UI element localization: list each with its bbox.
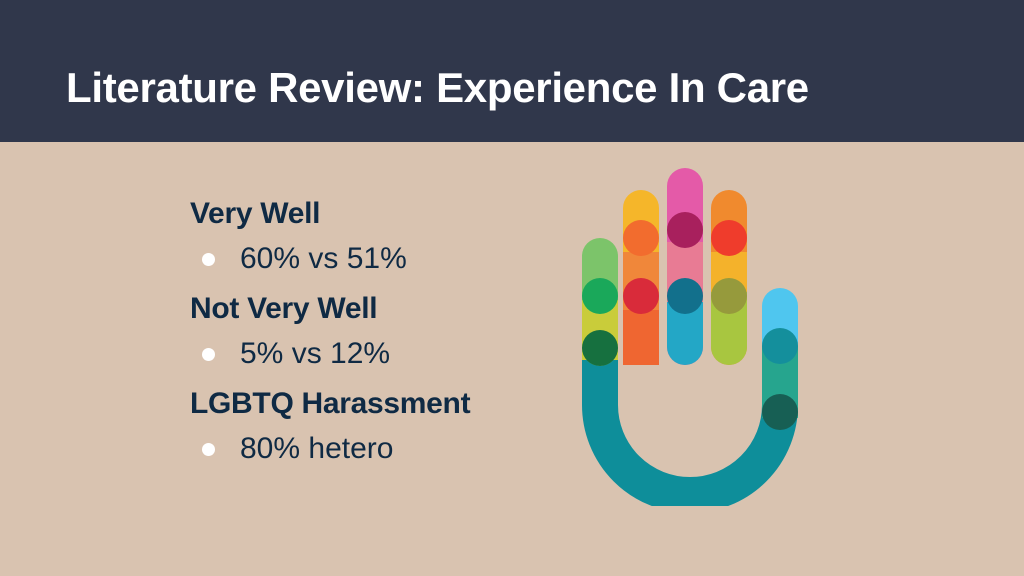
section-lgbtq-harassment: LGBTQ Harassment 80% hetero <box>190 386 570 467</box>
section-heading: LGBTQ Harassment <box>190 387 471 420</box>
bullet-dot-icon <box>202 252 215 266</box>
slide-title: Literature Review: Experience In Care <box>66 64 809 111</box>
title-bar: Literature Review: Experience In Care <box>0 0 1024 142</box>
section-heading: Not Very Well <box>190 292 378 325</box>
bullet-dot-icon <box>202 442 215 456</box>
bullet-item: 60% vs 51% <box>190 241 570 277</box>
section-heading: Very Well <box>190 197 321 230</box>
bullet-text: 60% vs 51% <box>240 242 407 275</box>
bullet-text: 5% vs 12% <box>240 337 391 370</box>
bullet-item: 5% vs 12% <box>190 336 570 372</box>
content-list: Very Well 60% vs 51% Not Very Well 5% vs… <box>190 196 570 481</box>
bullet-item: 80% hetero <box>190 431 570 467</box>
section-not-very-well: Not Very Well 5% vs 12% <box>190 291 570 372</box>
multicolor-hand-icon <box>582 168 798 506</box>
bullet-text: 80% hetero <box>240 432 394 465</box>
bullet-dot-icon <box>202 347 215 361</box>
section-very-well: Very Well 60% vs 51% <box>190 196 570 277</box>
